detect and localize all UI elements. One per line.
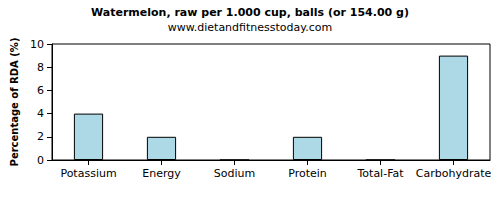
svg-text:Sodium: Sodium bbox=[214, 167, 255, 180]
svg-text:Energy: Energy bbox=[142, 167, 181, 180]
svg-text:4: 4 bbox=[37, 107, 44, 120]
svg-text:10: 10 bbox=[30, 38, 44, 51]
svg-text:Percentage of RDA (%): Percentage of RDA (%) bbox=[9, 38, 20, 167]
svg-text:8: 8 bbox=[37, 61, 44, 74]
svg-text:0: 0 bbox=[37, 154, 44, 167]
svg-text:www.dietandfitnesstoday.com: www.dietandfitnesstoday.com bbox=[168, 21, 332, 34]
svg-text:Watermelon, raw per 1.000 cup,: Watermelon, raw per 1.000 cup, balls (or… bbox=[91, 6, 409, 19]
svg-text:Carbohydrate: Carbohydrate bbox=[416, 167, 492, 180]
svg-text:Protein: Protein bbox=[288, 167, 327, 180]
svg-text:6: 6 bbox=[37, 84, 44, 97]
svg-text:2: 2 bbox=[37, 130, 44, 143]
svg-text:Potassium: Potassium bbox=[60, 167, 116, 180]
svg-text:Total-Fat: Total-Fat bbox=[356, 167, 404, 180]
